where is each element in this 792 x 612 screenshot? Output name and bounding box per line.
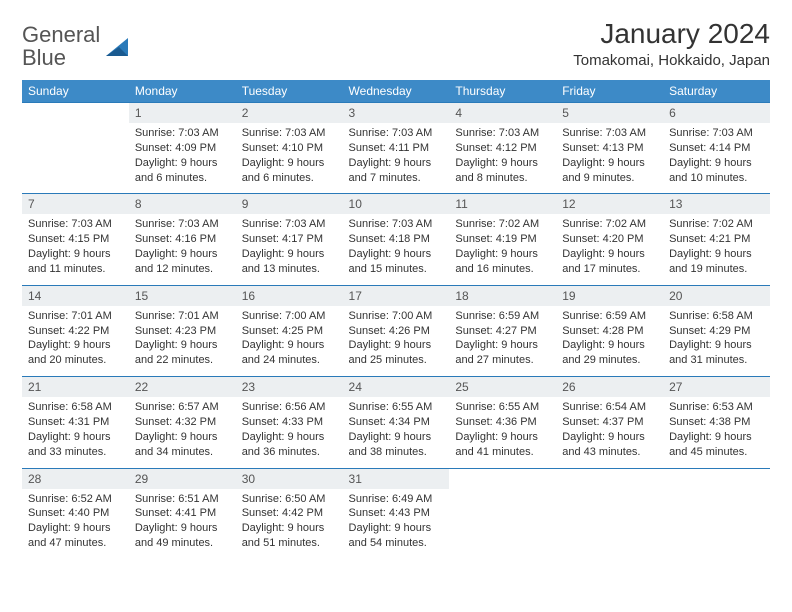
day-cell bbox=[556, 489, 663, 559]
logo-triangle-icon bbox=[104, 34, 130, 60]
weekday-header: Friday bbox=[556, 80, 663, 103]
day-cell: Sunrise: 6:50 AMSunset: 4:42 PMDaylight:… bbox=[236, 489, 343, 559]
calendar-head: SundayMondayTuesdayWednesdayThursdayFrid… bbox=[22, 80, 770, 103]
day-cell: Sunrise: 7:00 AMSunset: 4:26 PMDaylight:… bbox=[343, 306, 450, 377]
weekday-header: Monday bbox=[129, 80, 236, 103]
day-number: 21 bbox=[22, 377, 129, 398]
day-number: 13 bbox=[663, 194, 770, 215]
logo-blue: Blue bbox=[22, 45, 66, 70]
calendar: SundayMondayTuesdayWednesdayThursdayFrid… bbox=[22, 80, 770, 559]
day-number-row: 28293031 bbox=[22, 468, 770, 489]
calendar-body: 123456Sunrise: 7:03 AMSunset: 4:09 PMDay… bbox=[22, 103, 770, 559]
day-cell: Sunrise: 6:57 AMSunset: 4:32 PMDaylight:… bbox=[129, 397, 236, 468]
day-number: 24 bbox=[343, 377, 450, 398]
day-content-row: Sunrise: 6:52 AMSunset: 4:40 PMDaylight:… bbox=[22, 489, 770, 559]
day-number: 27 bbox=[663, 377, 770, 398]
day-number: 28 bbox=[22, 468, 129, 489]
day-number: 12 bbox=[556, 194, 663, 215]
day-cell: Sunrise: 7:02 AMSunset: 4:19 PMDaylight:… bbox=[449, 214, 556, 285]
day-cell: Sunrise: 7:03 AMSunset: 4:09 PMDaylight:… bbox=[129, 123, 236, 194]
day-cell: Sunrise: 7:03 AMSunset: 4:12 PMDaylight:… bbox=[449, 123, 556, 194]
day-number bbox=[22, 103, 129, 124]
day-cell: Sunrise: 7:03 AMSunset: 4:13 PMDaylight:… bbox=[556, 123, 663, 194]
day-cell: Sunrise: 7:01 AMSunset: 4:23 PMDaylight:… bbox=[129, 306, 236, 377]
day-number: 30 bbox=[236, 468, 343, 489]
day-number: 4 bbox=[449, 103, 556, 124]
day-cell: Sunrise: 6:55 AMSunset: 4:34 PMDaylight:… bbox=[343, 397, 450, 468]
day-cell: Sunrise: 6:49 AMSunset: 4:43 PMDaylight:… bbox=[343, 489, 450, 559]
day-number: 29 bbox=[129, 468, 236, 489]
day-cell: Sunrise: 7:02 AMSunset: 4:21 PMDaylight:… bbox=[663, 214, 770, 285]
day-number: 3 bbox=[343, 103, 450, 124]
day-number: 22 bbox=[129, 377, 236, 398]
day-cell: Sunrise: 6:52 AMSunset: 4:40 PMDaylight:… bbox=[22, 489, 129, 559]
day-cell: Sunrise: 7:03 AMSunset: 4:17 PMDaylight:… bbox=[236, 214, 343, 285]
day-number-row: 14151617181920 bbox=[22, 285, 770, 306]
header: General Blue January 2024 Tomakomai, Hok… bbox=[22, 18, 770, 70]
day-number bbox=[556, 468, 663, 489]
day-number: 16 bbox=[236, 285, 343, 306]
day-number: 17 bbox=[343, 285, 450, 306]
title-block: January 2024 Tomakomai, Hokkaido, Japan bbox=[573, 18, 770, 69]
day-number: 31 bbox=[343, 468, 450, 489]
day-cell bbox=[449, 489, 556, 559]
day-cell: Sunrise: 7:01 AMSunset: 4:22 PMDaylight:… bbox=[22, 306, 129, 377]
weekday-header: Sunday bbox=[22, 80, 129, 103]
logo: General Blue bbox=[22, 24, 130, 70]
day-cell: Sunrise: 7:03 AMSunset: 4:16 PMDaylight:… bbox=[129, 214, 236, 285]
day-cell: Sunrise: 6:58 AMSunset: 4:29 PMDaylight:… bbox=[663, 306, 770, 377]
day-number: 6 bbox=[663, 103, 770, 124]
day-number: 14 bbox=[22, 285, 129, 306]
weekday-header: Thursday bbox=[449, 80, 556, 103]
day-cell bbox=[663, 489, 770, 559]
day-number: 9 bbox=[236, 194, 343, 215]
day-number: 26 bbox=[556, 377, 663, 398]
day-cell: Sunrise: 6:55 AMSunset: 4:36 PMDaylight:… bbox=[449, 397, 556, 468]
day-cell: Sunrise: 7:03 AMSunset: 4:11 PMDaylight:… bbox=[343, 123, 450, 194]
day-content-row: Sunrise: 7:03 AMSunset: 4:09 PMDaylight:… bbox=[22, 123, 770, 194]
day-cell: Sunrise: 6:56 AMSunset: 4:33 PMDaylight:… bbox=[236, 397, 343, 468]
month-title: January 2024 bbox=[573, 18, 770, 50]
day-number: 2 bbox=[236, 103, 343, 124]
day-content-row: Sunrise: 7:03 AMSunset: 4:15 PMDaylight:… bbox=[22, 214, 770, 285]
day-number bbox=[449, 468, 556, 489]
day-number: 15 bbox=[129, 285, 236, 306]
day-number: 11 bbox=[449, 194, 556, 215]
day-number: 8 bbox=[129, 194, 236, 215]
day-cell: Sunrise: 6:58 AMSunset: 4:31 PMDaylight:… bbox=[22, 397, 129, 468]
day-cell: Sunrise: 7:02 AMSunset: 4:20 PMDaylight:… bbox=[556, 214, 663, 285]
day-cell: Sunrise: 7:03 AMSunset: 4:10 PMDaylight:… bbox=[236, 123, 343, 194]
day-cell: Sunrise: 7:03 AMSunset: 4:14 PMDaylight:… bbox=[663, 123, 770, 194]
day-cell: Sunrise: 7:03 AMSunset: 4:15 PMDaylight:… bbox=[22, 214, 129, 285]
logo-general: General bbox=[22, 22, 100, 47]
day-cell: Sunrise: 6:54 AMSunset: 4:37 PMDaylight:… bbox=[556, 397, 663, 468]
day-number-row: 78910111213 bbox=[22, 194, 770, 215]
day-content-row: Sunrise: 6:58 AMSunset: 4:31 PMDaylight:… bbox=[22, 397, 770, 468]
day-number: 18 bbox=[449, 285, 556, 306]
day-number: 10 bbox=[343, 194, 450, 215]
day-cell: Sunrise: 7:00 AMSunset: 4:25 PMDaylight:… bbox=[236, 306, 343, 377]
day-cell: Sunrise: 7:03 AMSunset: 4:18 PMDaylight:… bbox=[343, 214, 450, 285]
day-cell: Sunrise: 6:59 AMSunset: 4:28 PMDaylight:… bbox=[556, 306, 663, 377]
day-number bbox=[663, 468, 770, 489]
day-number: 25 bbox=[449, 377, 556, 398]
day-cell: Sunrise: 6:53 AMSunset: 4:38 PMDaylight:… bbox=[663, 397, 770, 468]
day-number: 1 bbox=[129, 103, 236, 124]
day-cell: Sunrise: 6:59 AMSunset: 4:27 PMDaylight:… bbox=[449, 306, 556, 377]
day-number-row: 21222324252627 bbox=[22, 377, 770, 398]
day-number: 19 bbox=[556, 285, 663, 306]
day-cell: Sunrise: 6:51 AMSunset: 4:41 PMDaylight:… bbox=[129, 489, 236, 559]
day-number-row: 123456 bbox=[22, 103, 770, 124]
weekday-header: Tuesday bbox=[236, 80, 343, 103]
day-number: 20 bbox=[663, 285, 770, 306]
location: Tomakomai, Hokkaido, Japan bbox=[573, 52, 770, 69]
weekday-header: Saturday bbox=[663, 80, 770, 103]
weekday-header: Wednesday bbox=[343, 80, 450, 103]
day-content-row: Sunrise: 7:01 AMSunset: 4:22 PMDaylight:… bbox=[22, 306, 770, 377]
day-cell bbox=[22, 123, 129, 194]
day-number: 5 bbox=[556, 103, 663, 124]
day-number: 23 bbox=[236, 377, 343, 398]
day-number: 7 bbox=[22, 194, 129, 215]
